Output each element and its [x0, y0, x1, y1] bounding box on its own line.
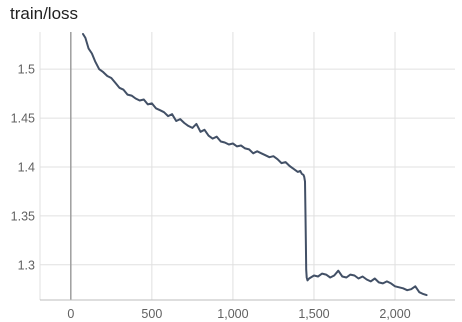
- y-tick-label: 1.45: [11, 112, 35, 126]
- x-tick-label: 0: [67, 307, 74, 321]
- x-tick-label: 1,000: [217, 307, 248, 321]
- series-line-0: [82, 33, 428, 297]
- y-tick-label: 1.35: [11, 209, 35, 223]
- chart-title: train/loss: [10, 4, 79, 23]
- x-tick-label: 500: [141, 307, 162, 321]
- x-tick-label: 2,000: [379, 307, 410, 321]
- y-tick-label: 1.5: [18, 63, 35, 77]
- grid-lines: [40, 32, 455, 300]
- y-tick-label: 1.3: [18, 258, 35, 272]
- y-tick-label: 1.4: [18, 160, 35, 174]
- x-tick-label: 1,500: [298, 307, 329, 321]
- axes: [39, 32, 455, 301]
- y-axis-ticks: 1.3 1.35 1.4 1.45 1.5: [11, 63, 35, 273]
- x-axis-ticks: 0 500 1,000 1,500 2,000: [67, 307, 410, 321]
- series-layer: [82, 33, 428, 297]
